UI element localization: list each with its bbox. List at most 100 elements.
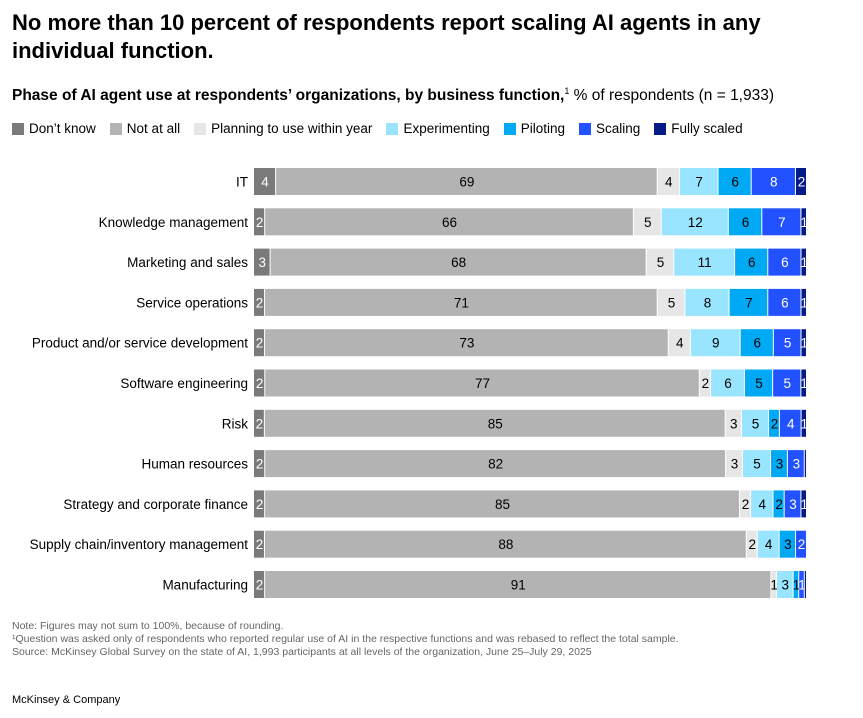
data-label: 2 xyxy=(256,578,264,593)
bar-segment xyxy=(254,369,265,397)
data-label: 2 xyxy=(256,336,264,351)
bar-segment xyxy=(254,450,265,478)
bar-segment xyxy=(265,571,771,598)
bar-segment xyxy=(711,369,744,397)
bar-segment xyxy=(265,208,633,236)
data-label: 5 xyxy=(753,457,761,472)
bar-segment xyxy=(729,288,768,316)
bar-segment xyxy=(773,329,801,357)
bar-segment xyxy=(795,168,806,195)
category-label: Marketing and sales xyxy=(127,255,248,270)
category-label: IT xyxy=(236,175,248,190)
data-label: 69 xyxy=(459,175,474,190)
data-label: 6 xyxy=(781,295,789,310)
data-label: 2 xyxy=(256,295,264,310)
bar-segment xyxy=(657,288,685,316)
category-label: Software engineering xyxy=(120,376,248,391)
legend-item: Planning to use within year xyxy=(194,121,372,136)
data-label: 9 xyxy=(712,336,720,351)
category-label: Human resources xyxy=(141,457,248,472)
bar-segment xyxy=(801,288,806,316)
data-label: 2 xyxy=(256,215,264,230)
bar-segment xyxy=(762,208,801,236)
bar-segment xyxy=(771,571,776,598)
subtitle-footnote-mark: 1 xyxy=(564,86,570,96)
bar-segment xyxy=(801,409,806,437)
bar-segment xyxy=(796,530,806,558)
data-label: 3 xyxy=(793,457,801,472)
data-label: 3 xyxy=(784,537,792,552)
bar-segment xyxy=(787,450,804,478)
data-label: 2 xyxy=(256,416,264,431)
data-label: 85 xyxy=(495,497,510,512)
legend-label: Not at all xyxy=(126,121,181,136)
chart-subtitle: Phase of AI agent use at respondents’ or… xyxy=(12,86,774,105)
data-label: 1 xyxy=(798,578,806,593)
chart-title: No more than 10 percent of respondents r… xyxy=(12,10,761,63)
bar-segment xyxy=(751,490,773,518)
data-label: 11 xyxy=(698,255,712,270)
footnote: ¹Question was asked only of respondents … xyxy=(12,633,679,645)
bar-segment xyxy=(740,329,773,357)
bar-segment xyxy=(254,208,265,236)
data-label: 5 xyxy=(657,255,665,270)
bar-segment xyxy=(690,329,740,357)
bar-segment xyxy=(265,288,657,316)
data-label: 1 xyxy=(800,336,808,351)
bar-segment xyxy=(742,450,771,478)
bar-segment xyxy=(801,208,806,236)
data-label: 5 xyxy=(783,376,791,391)
bar-segment xyxy=(769,409,779,437)
bar-segment xyxy=(728,208,762,236)
data-label: 6 xyxy=(753,336,761,351)
data-label: 85 xyxy=(488,416,503,431)
data-label: 1 xyxy=(801,416,809,431)
legend-swatch xyxy=(12,122,24,135)
data-label: 2 xyxy=(256,497,264,512)
data-label: 68 xyxy=(451,255,466,270)
bar-segment xyxy=(685,288,729,316)
data-label: 6 xyxy=(781,255,789,270)
bar-segment xyxy=(661,208,728,236)
data-label: 7 xyxy=(778,215,786,230)
data-label: 5 xyxy=(752,416,760,431)
bar-segment xyxy=(757,530,779,558)
bar-segment xyxy=(633,208,661,236)
data-label: 7 xyxy=(745,295,753,310)
legend-swatch xyxy=(579,122,592,135)
legend-swatch xyxy=(654,122,667,135)
brand-logo: McKinsey & Company xyxy=(12,694,121,706)
data-label: 66 xyxy=(442,215,457,230)
bar-segment xyxy=(725,409,741,437)
bar-segment xyxy=(804,450,806,478)
data-label: 5 xyxy=(755,376,763,391)
bar-segment xyxy=(265,369,699,397)
legend-swatch xyxy=(109,122,122,135)
legend-item: Fully scaled xyxy=(654,121,743,136)
bar-segment xyxy=(674,248,735,276)
data-label: 6 xyxy=(731,175,739,190)
data-label: 1 xyxy=(800,295,808,310)
bar-segment xyxy=(773,369,801,397)
data-label: 82 xyxy=(488,457,503,472)
bar-segment xyxy=(254,490,265,518)
data-label: 3 xyxy=(789,497,797,512)
data-label: 4 xyxy=(765,537,773,552)
legend-swatch xyxy=(194,122,207,135)
data-label: 5 xyxy=(668,295,676,310)
data-label: 3 xyxy=(730,416,738,431)
data-label: 4 xyxy=(787,416,795,431)
data-label: 1 xyxy=(800,376,808,391)
data-label: 88 xyxy=(498,537,513,552)
bar-segment xyxy=(735,248,768,276)
legend-swatch xyxy=(386,122,399,135)
data-label: 5 xyxy=(644,215,652,230)
legend-label: Scaling xyxy=(596,121,641,136)
bar-segment xyxy=(746,530,757,558)
legend-item: Piloting xyxy=(503,121,565,136)
bar-segment xyxy=(801,490,806,518)
category-label: Knowledge management xyxy=(99,215,249,230)
bar-segment xyxy=(265,490,739,518)
bar-segment xyxy=(799,571,804,598)
